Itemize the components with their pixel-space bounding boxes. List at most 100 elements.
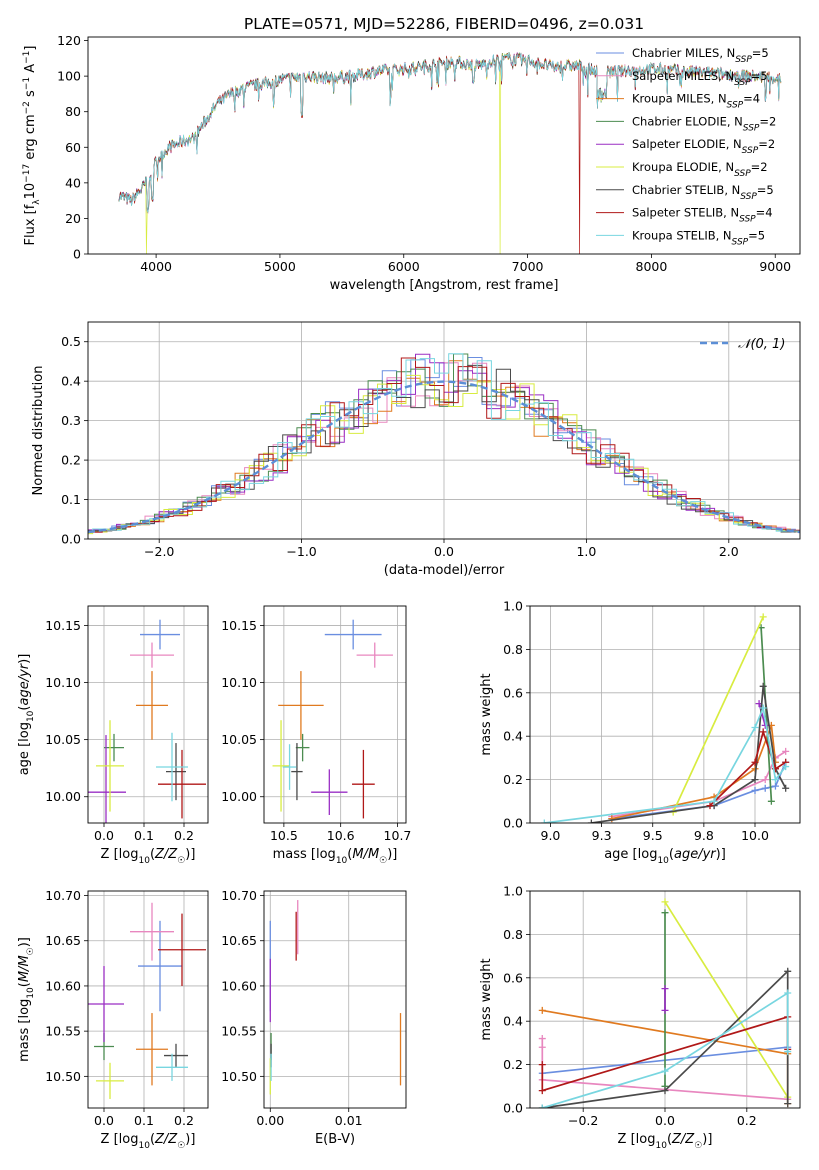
label-part: −1: [22, 77, 32, 90]
y-tick-label: 60: [65, 140, 81, 155]
plot-area: [530, 606, 800, 823]
y-axis-label: mass weight: [479, 958, 494, 1040]
y-axis-label: Flux [fλ10−17 erg cm−2 s−1 A−1]: [22, 46, 42, 246]
label-part: =2: [758, 137, 775, 151]
legend-label: Kroupa ELODIE, NSSP=2: [632, 160, 768, 179]
y-tick-label: 0.5: [61, 334, 81, 349]
figure-title: PLATE=0571, MJD=52286, FIBERID=0496, z=0…: [244, 15, 644, 33]
weight-marker: [782, 747, 790, 755]
label-part: Z [log: [101, 847, 139, 862]
label-part: )]: [702, 1132, 712, 1147]
label-part: )]: [185, 1132, 195, 1147]
y-tick-label: 1.0: [503, 599, 523, 614]
label-part: )]: [185, 847, 195, 862]
legend-label: Chabrier STELIB, NSSP=5: [632, 183, 774, 202]
y-tick-label: 10.70: [221, 888, 257, 903]
label-part: age/yr: [17, 662, 32, 705]
label-part: Chabrier ELODIE, N: [632, 114, 743, 128]
weight-marker: [751, 724, 759, 732]
weight-marker: [784, 967, 792, 975]
y-tick-label: 0.2: [61, 453, 81, 468]
weight-marker: [538, 1006, 546, 1014]
legend-label: Chabrier MILES, NSSP=5: [632, 46, 769, 65]
legend-label: Salpeter MILES, NSSP=5: [632, 69, 768, 88]
histogram-step: [88, 353, 800, 533]
x-tick-label: 9.0: [541, 828, 561, 843]
weight-marker: [661, 1087, 669, 1095]
weight-marker: [706, 802, 714, 810]
y-axis-label: Normed distribution: [31, 366, 46, 496]
legend-label: Chabrier ELODIE, NSSP=2: [632, 114, 776, 133]
axes-frame: [263, 890, 407, 1109]
y-axis-label: age [log10(age/yr)]: [17, 654, 36, 776]
x-axis-label: (data-model)/error: [384, 563, 505, 578]
label-part: SSP: [734, 169, 751, 179]
label-part: ☉: [694, 1141, 702, 1151]
y-tick-label: 0.0: [503, 816, 523, 831]
weight-line: [542, 991, 789, 1108]
label-part: =5: [748, 228, 765, 242]
y-tick-label: 0.0: [61, 532, 81, 547]
y-tick-label: 100: [57, 69, 81, 84]
label-part: Chabrier MILES, N: [632, 46, 735, 60]
label-part: mass [log: [273, 847, 336, 862]
label-part: 10: [655, 1141, 667, 1151]
y-tick-label: 120: [57, 33, 81, 48]
y-tick-label: 20: [65, 211, 81, 226]
weight-marker: [538, 1043, 546, 1051]
y-tick-label: 1.0: [503, 884, 523, 899]
y-tick-label: 10.10: [45, 675, 81, 690]
label-part: SSP: [740, 192, 757, 202]
label-part: A: [23, 64, 38, 77]
label-part: =4: [756, 206, 773, 220]
label-part: )]: [17, 654, 32, 664]
panel-mass-vs-Z: 0.0 0.1 0.2 10.50 10.55 10.60 10.65 10.70 Z [log…: [17, 888, 209, 1151]
y-tick-label: 0.8: [503, 927, 523, 942]
label-part: 10: [138, 1141, 150, 1151]
panel-mass-weight-vs-age: 9.0 9.3 9.5 9.8 10.0 0.0 0.2 0.4 0.6 0.8 1.0 age [l…: [479, 599, 801, 866]
legend-label: Salpeter ELODIE, NSSP=2: [632, 137, 775, 156]
y-tick-label: 0.6: [503, 685, 523, 700]
y-tick-label: 10.00: [221, 789, 257, 804]
x-axis-label: E(B-V): [315, 1132, 355, 1147]
y-tick-label: 0.4: [61, 374, 81, 389]
x-tick-label: 0.1: [134, 828, 154, 843]
y-tick-label: 0.8: [503, 642, 523, 657]
label-part: Z/Z: [671, 1132, 695, 1147]
label-part: Normed distribution: [31, 366, 46, 496]
x-axis-label: age [log10(age/yr)]: [604, 847, 726, 866]
histogram-step: [88, 357, 800, 535]
weight-marker: [782, 763, 790, 771]
y-tick-label: 10.05: [221, 732, 257, 747]
plot-area: [264, 606, 406, 823]
label-part: Salpeter STELIB, N: [632, 206, 739, 220]
label-part: 10: [336, 856, 348, 866]
normal-curve: [88, 380, 800, 534]
plot-area: [118, 51, 782, 254]
x-axis-label: Z [log10(Z/Z☉)]: [101, 847, 196, 866]
label-part: Salpeter MILES, N: [632, 69, 734, 83]
y-tick-label: 10.05: [45, 732, 81, 747]
label-part: wavelength [Angstrom, rest frame]: [330, 278, 559, 293]
label-part: mass weight: [479, 673, 494, 755]
x-tick-label: 0.1: [134, 1113, 154, 1128]
weight-marker: [538, 1061, 546, 1069]
weight-marker: [761, 784, 769, 792]
weight-line: [664, 901, 789, 1098]
x-tick-label: 0.0: [434, 544, 454, 559]
label-part: (: [150, 847, 155, 862]
plot-area: [88, 606, 208, 823]
x-tick-label: 5000: [264, 259, 296, 274]
label-part: =5: [751, 69, 768, 83]
weight-marker: [759, 704, 767, 712]
y-axis-label: mass weight: [479, 673, 494, 755]
label-part: Z/Z: [154, 847, 178, 862]
label-part: SSP: [734, 78, 751, 88]
weight-marker: [587, 819, 595, 823]
label-part: 10: [138, 856, 150, 866]
weight-marker: [759, 613, 767, 621]
x-tick-label: 0.0: [94, 1113, 114, 1128]
weight-marker: [771, 782, 779, 790]
x-tick-label: −2.0: [144, 544, 174, 559]
